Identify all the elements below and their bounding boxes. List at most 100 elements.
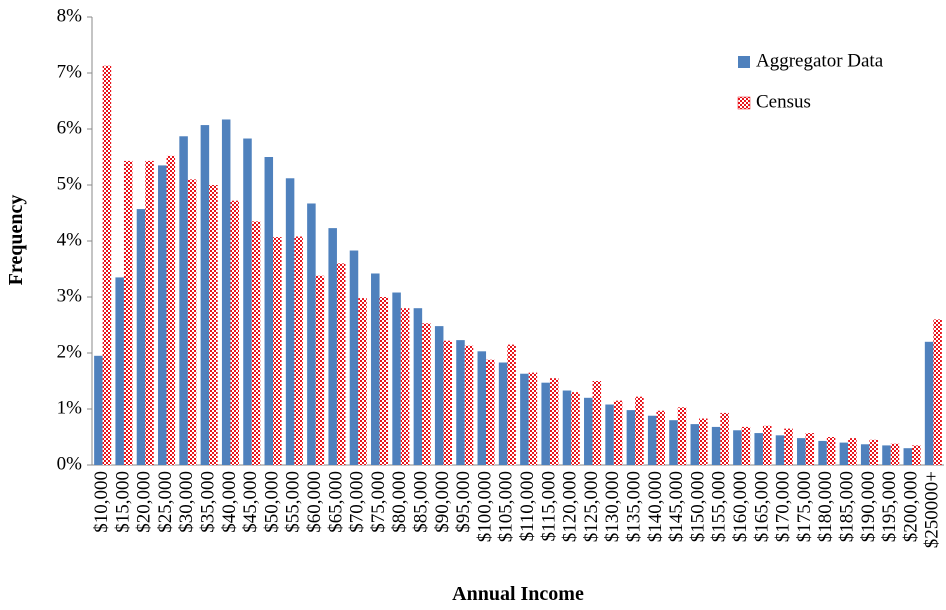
bar xyxy=(400,308,410,465)
bar xyxy=(784,428,793,465)
bar xyxy=(912,445,921,465)
bar xyxy=(797,438,806,465)
bar xyxy=(507,344,516,465)
bar xyxy=(869,439,878,465)
y-tick-label: 5% xyxy=(57,173,83,194)
x-tick-label: $150,000 xyxy=(687,471,708,542)
bar xyxy=(528,372,538,465)
bar xyxy=(860,444,870,465)
x-tick-label: $140,000 xyxy=(645,471,666,542)
bar xyxy=(741,426,751,465)
bar xyxy=(613,400,623,465)
bar xyxy=(145,160,154,466)
bar xyxy=(903,448,913,465)
bar xyxy=(264,157,274,465)
bar xyxy=(711,426,721,465)
y-tick-label: 0% xyxy=(57,453,83,474)
y-tick-label: 6% xyxy=(57,117,83,138)
bar xyxy=(626,410,636,465)
bar xyxy=(669,420,678,465)
x-tick-label: $135,000 xyxy=(624,471,645,542)
bar xyxy=(349,250,359,465)
bar xyxy=(221,119,231,465)
x-tick-label: $170,000 xyxy=(773,471,794,542)
x-tick-label: $175,000 xyxy=(794,471,815,542)
bar xyxy=(294,236,303,465)
x-tick-label: $115,000 xyxy=(538,471,559,542)
x-axis-title: Annual Income xyxy=(452,583,584,605)
x-tick-label: $15,000 xyxy=(112,471,133,533)
y-tick-label: 1% xyxy=(57,397,83,418)
x-tick-label: $195,000 xyxy=(879,471,900,542)
bar xyxy=(158,165,167,465)
bar xyxy=(924,341,934,465)
bar xyxy=(422,323,431,465)
bar xyxy=(166,155,176,465)
bar xyxy=(647,415,657,465)
x-tick-label: $130,000 xyxy=(602,471,623,542)
bar xyxy=(571,392,580,465)
bar xyxy=(805,433,815,465)
x-tick-label: $190,000 xyxy=(858,471,879,542)
bar xyxy=(933,319,942,465)
x-tick-label: $85,000 xyxy=(411,471,432,533)
bar xyxy=(136,209,146,465)
bar xyxy=(562,390,572,465)
x-tick-label: $110,000 xyxy=(517,471,538,542)
y-tick-label: 7% xyxy=(57,61,83,82)
bar xyxy=(775,435,785,465)
bar xyxy=(720,412,729,465)
bar xyxy=(890,443,900,465)
x-tick-label: $120,000 xyxy=(560,471,581,542)
bar xyxy=(486,359,495,465)
bar xyxy=(443,340,452,465)
bar xyxy=(584,397,593,465)
bar xyxy=(456,340,465,465)
bar xyxy=(371,273,380,465)
bar xyxy=(605,404,614,465)
x-tick-label: $155,000 xyxy=(709,471,730,542)
bar xyxy=(498,362,508,465)
bar xyxy=(549,378,559,465)
bar xyxy=(230,200,239,465)
bar xyxy=(656,410,665,465)
bar xyxy=(307,203,316,466)
x-tick-label: $20,000 xyxy=(134,471,155,533)
x-tick-label: $80,000 xyxy=(389,471,410,533)
x-tick-label: $145,000 xyxy=(666,471,687,542)
bar xyxy=(336,263,346,465)
bar xyxy=(882,445,891,465)
bar xyxy=(592,381,602,465)
bar xyxy=(102,65,112,465)
bar xyxy=(243,138,252,465)
x-tick-label: $125,000 xyxy=(581,471,602,542)
x-tick-label: $165,000 xyxy=(751,471,772,542)
x-tick-label: $45,000 xyxy=(240,471,261,533)
bar xyxy=(94,355,103,465)
x-tick-label: $100,000 xyxy=(474,471,495,542)
x-tick-label: $25,000 xyxy=(155,471,176,533)
bar xyxy=(520,373,529,465)
bar xyxy=(464,345,474,465)
x-tick-label: $40,000 xyxy=(219,471,240,533)
x-tick-label: $95,000 xyxy=(453,471,474,533)
x-tick-label: $55,000 xyxy=(283,471,304,533)
legend-swatch xyxy=(737,96,751,110)
x-tick-label: $60,000 xyxy=(304,471,325,533)
bar xyxy=(179,136,188,465)
bar xyxy=(826,437,836,465)
x-tick-label: $65,000 xyxy=(325,471,346,533)
legend-label: Census xyxy=(756,91,811,112)
bar xyxy=(677,407,687,465)
bar xyxy=(209,185,218,465)
bar xyxy=(754,433,763,465)
x-tick-label: $180,000 xyxy=(815,471,836,542)
y-tick-label: 2% xyxy=(57,341,83,362)
bar xyxy=(392,292,401,465)
bar xyxy=(123,160,133,466)
bar xyxy=(477,351,487,465)
x-tick-label: $35,000 xyxy=(198,471,219,533)
x-tick-label: $90,000 xyxy=(432,471,453,533)
bar xyxy=(358,298,367,465)
